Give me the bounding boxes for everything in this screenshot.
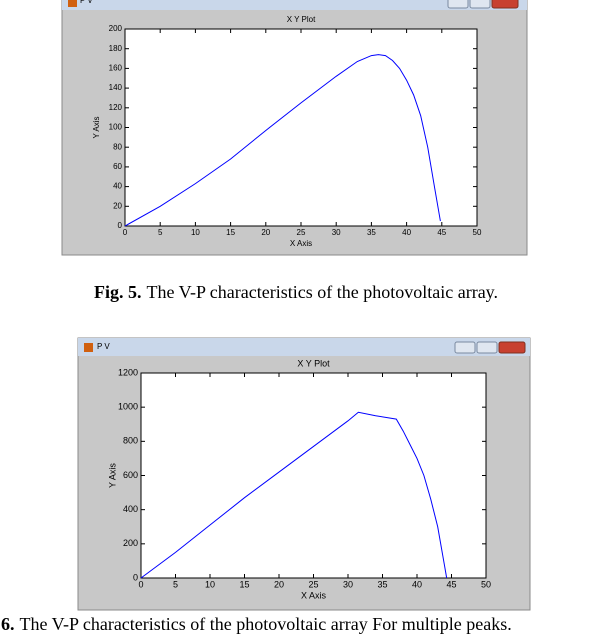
data-line [140,411,448,579]
y-tick-label: 140 [109,83,123,92]
y-tick-label: 60 [113,162,122,171]
x-tick-label: 45 [437,228,446,237]
title-bar [62,0,527,10]
data-line [124,54,441,227]
x-tick-label: 30 [343,579,353,589]
x-tick-label: 20 [274,579,284,589]
y-axis-label: Y Axis [107,463,117,488]
x-tick-label: 10 [205,579,215,589]
y-tick-label: 400 [123,504,138,514]
chart-title: X Y Plot [297,358,330,368]
title-bar [78,338,530,356]
app-icon [68,0,77,7]
x-tick-label: 25 [297,228,306,237]
x-tick-label: 45 [446,579,456,589]
plot-area [124,28,478,227]
y-tick-label: 120 [109,103,123,112]
x-tick-label: 35 [367,228,376,237]
y-tick-label: 200 [109,24,123,33]
caption: 6. The V-P characteristics of the photovo… [1,614,512,634]
x-tick-label: 0 [123,228,128,237]
y-tick-label: 0 [118,221,123,230]
x-tick-label: 5 [173,579,178,589]
y-tick-label: 180 [109,44,123,53]
close-button[interactable] [498,341,526,354]
window-title: P V [97,342,110,351]
x-tick-label: 40 [412,579,422,589]
x-tick-label: 40 [402,228,411,237]
maximize-button[interactable] [476,341,498,354]
x-tick-label: 35 [377,579,387,589]
y-tick-label: 1200 [118,367,138,377]
y-tick-label: 800 [123,436,138,446]
caption-text: The V-P characteristics of the photovolt… [146,282,498,302]
x-tick-label: 15 [226,228,235,237]
y-tick-label: 20 [113,201,122,210]
y-axis-label: Y Axis [92,116,101,138]
x-tick-label: 50 [473,228,482,237]
close-button[interactable] [491,0,519,9]
x-tick-label: 0 [138,579,143,589]
y-tick-label: 100 [109,123,123,132]
y-tick-label: 0 [133,572,138,582]
caption: Fig. 5. The V-P characteristics of the ph… [94,282,498,302]
x-tick-label: 25 [308,579,318,589]
x-tick-label: 5 [158,228,163,237]
y-tick-label: 80 [113,142,122,151]
caption-text: The V-P characteristics of the photovolt… [20,614,512,634]
window-title: P V [80,0,93,5]
y-tick-label: 160 [109,64,123,73]
minimize-button[interactable] [454,341,476,354]
y-tick-label: 1000 [118,402,138,412]
plot-area [140,372,487,579]
x-tick-label: 30 [332,228,341,237]
y-tick-label: 600 [123,470,138,480]
y-tick-label: 40 [113,182,122,191]
x-tick-label: 50 [481,579,491,589]
x-axis-label: X Axis [301,590,327,600]
x-tick-label: 10 [191,228,200,237]
caption-label: 6. [1,614,15,634]
y-tick-label: 200 [123,538,138,548]
app-icon [84,343,93,352]
minimize-button[interactable] [447,0,469,9]
chart-title: X Y Plot [287,15,316,24]
maximize-button[interactable] [469,0,491,9]
caption-label: Fig. 5. [94,282,142,302]
x-tick-label: 20 [261,228,270,237]
x-axis-label: X Axis [290,239,312,248]
x-tick-label: 15 [239,579,249,589]
